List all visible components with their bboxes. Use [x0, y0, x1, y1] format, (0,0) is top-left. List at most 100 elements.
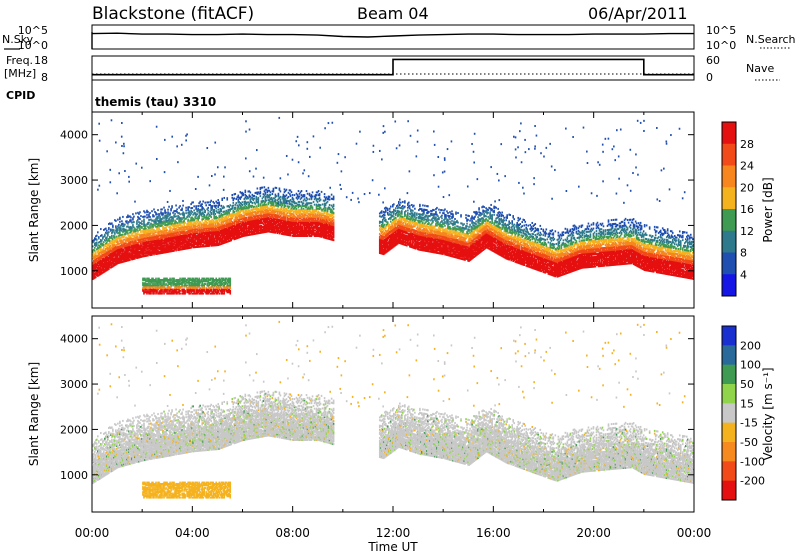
power-echo-cell [184, 247, 186, 250]
power-echo-cell [260, 207, 263, 210]
power-echo-cell [124, 258, 126, 261]
power-echo-cell [121, 255, 123, 258]
power-echo-cell [232, 210, 235, 212]
power-echo-cell [303, 215, 306, 218]
power-echo-cell [218, 204, 221, 207]
power-echo-cell [169, 249, 171, 252]
power-echo-cell [99, 272, 101, 275]
power-echo-cell [217, 227, 220, 230]
power-echo-cell [252, 205, 255, 208]
power-echo-cell [155, 220, 157, 223]
power-echo-cell [256, 221, 259, 224]
power-echo-cell [296, 224, 299, 227]
power-echo-cell [303, 232, 306, 235]
power-echo-cell [120, 257, 122, 260]
power-echo-cell [278, 213, 281, 216]
power-echo-cell [264, 209, 267, 212]
power-echo-cell [298, 205, 301, 208]
power-echo-cell [260, 230, 263, 233]
power-echo-cell [220, 241, 223, 244]
power-echo-cell [273, 221, 276, 224]
power-echo-cell [167, 211, 169, 214]
power-echo-cell [104, 244, 106, 247]
power-echo-cell [208, 243, 210, 246]
power-echo-cell [127, 245, 129, 248]
power-echo-cell [257, 228, 260, 231]
power-echo-cell [292, 230, 295, 233]
power-echo-cell [100, 263, 102, 266]
power-echo-cell [123, 260, 125, 263]
power-echo-cell [232, 215, 235, 218]
power-echo-cell [283, 200, 286, 203]
power-echo-cell [100, 267, 102, 270]
power-echo-cell [199, 238, 201, 241]
power-echo-cell [95, 263, 97, 266]
power-echo-cell [167, 245, 169, 248]
power-echo-cell [266, 208, 269, 211]
power-echo-cell [173, 215, 175, 218]
power-echo-cell [278, 203, 281, 206]
power-echo-cell [241, 221, 244, 224]
power-echo-cell [306, 215, 309, 218]
power-echo-cell [260, 212, 263, 215]
power-echo-cell [145, 238, 147, 241]
power-echo-cell [270, 210, 273, 213]
power-echo-cell [286, 228, 289, 231]
power-echo-cell [147, 249, 149, 252]
power-echo-cell [310, 224, 313, 227]
power-echo-cell [302, 194, 305, 197]
power-echo-cell [236, 218, 239, 221]
power-echo-cell [256, 217, 259, 220]
power-echo-cell [281, 209, 284, 212]
power-echo-cell [117, 247, 119, 250]
power-echo-cell [188, 232, 190, 235]
power-echo-cell [180, 219, 182, 222]
power-echo-cell [212, 225, 214, 228]
power-echo-cell [219, 229, 222, 232]
power-echo-cell [196, 230, 198, 233]
power-echo-cell [186, 216, 188, 219]
power-echo-cell [120, 249, 122, 252]
power-echo-cell [150, 238, 152, 241]
power-echo-cell [118, 231, 120, 234]
power-echo-cell [101, 262, 103, 265]
power-echo-cell [233, 208, 236, 211]
power-echo-cell [143, 242, 145, 245]
power-echo-cell [171, 241, 173, 244]
power-echo-cell [161, 234, 163, 237]
power-echo-cell [136, 232, 138, 235]
power-echo-cell [137, 233, 139, 236]
power-echo-cell [210, 236, 212, 239]
power-echo-cell [219, 207, 222, 210]
nave-tick-bottom: 0 [706, 71, 713, 84]
power-echo-cell [137, 215, 139, 218]
power-echo-cell [318, 233, 321, 236]
power-echo-cell [318, 235, 321, 238]
power-echo-cell [153, 208, 155, 211]
power-echo-cell [139, 239, 141, 242]
power-echo-cell [190, 203, 192, 206]
power-echo-cell [205, 230, 207, 233]
power-echo-cell [252, 197, 255, 200]
power-echo-cell [183, 215, 185, 218]
power-echo-cell [102, 237, 104, 240]
power-echo-cell [143, 221, 145, 224]
power-echo-cell [93, 261, 95, 264]
power-echo-cell [168, 230, 170, 233]
power-echo-cell [162, 227, 164, 230]
power-echo-cell [131, 227, 133, 230]
power-echo-cell [129, 245, 131, 248]
power-echo-cell [93, 254, 95, 257]
power-echo-cell [160, 230, 162, 233]
power-echo-cell [143, 232, 145, 235]
power-echo-cell [274, 227, 277, 230]
power-echo-cell [238, 213, 241, 216]
power-echo-cell [174, 241, 176, 244]
power-echo-cell [247, 219, 250, 222]
power-echo-cell [141, 250, 143, 253]
power-echo-cell [306, 219, 309, 222]
power-echo-cell [178, 237, 180, 240]
power-echo-cell [93, 251, 95, 254]
power-echo-cell [178, 229, 180, 232]
power-echo-cell [125, 245, 127, 248]
